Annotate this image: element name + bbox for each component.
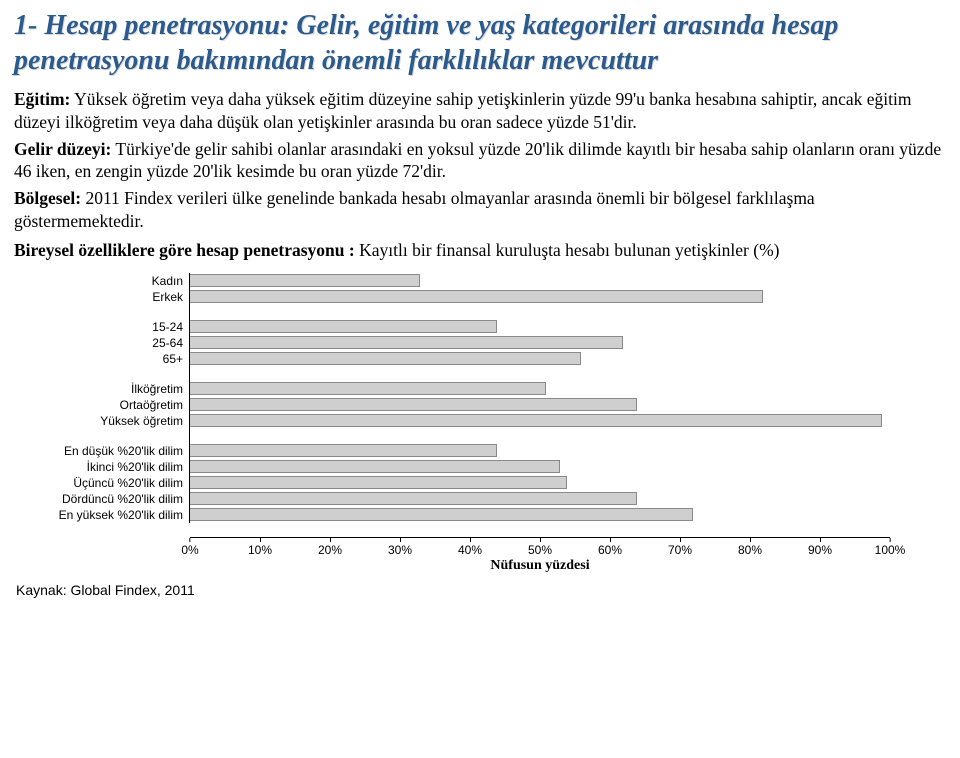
chart-row-label: Kadın [29,274,189,288]
chart-row: Dördüncü %20'lik dilim [29,491,899,507]
chart-bar-track [189,381,889,397]
chart-row-label: 15-24 [29,320,189,334]
chart-bar-track [189,475,889,491]
paragraph-income: Gelir düzeyi: Türkiye'de gelir sahibi ol… [14,138,946,184]
chart-source: Kaynak: Global Findex, 2011 [16,582,946,598]
chart-x-tick: 10% [248,538,272,557]
account-penetration-chart: Kadın Erkek 15-24 25-64 65+ İlköğretim Ortaöğr… [29,273,899,574]
chart-bar [189,290,763,303]
chart-bar [189,382,546,395]
paragraph-regional: Bölgesel: 2011 Findex verileri ülke gene… [14,187,946,233]
chart-row-label: İkinci %20'lik dilim [29,460,189,474]
chart-x-tick-label: 0% [181,543,198,557]
chart-bar [189,274,420,287]
chart-group: İlköğretim Ortaöğretim Yüksek öğretim [29,381,899,429]
chart-bar-track [189,491,889,507]
chart-subtitle-bold: Bireysel özelliklere göre hesap penetras… [14,240,355,260]
chart-x-axis: 0%10%20%30%40%50%60%70%80%90%100%Nüfusun… [190,537,890,574]
chart-x-tick: 80% [738,538,762,557]
chart-x-tick-label: 30% [388,543,412,557]
chart-row: 25-64 [29,335,899,351]
chart-container: Kadın Erkek 15-24 25-64 65+ İlköğretim Ortaöğr… [29,273,946,574]
chart-x-tick-label: 40% [458,543,482,557]
chart-row: 15-24 [29,319,899,335]
chart-x-tick-label: 20% [318,543,342,557]
chart-bar-track [189,335,889,351]
chart-row-label: Üçüncü %20'lik dilim [29,476,189,490]
chart-x-tick: 100% [875,538,906,557]
chart-bar [189,460,560,473]
chart-x-tick-label: 10% [248,543,272,557]
paragraph-education: Eğitim: Yüksek öğretim veya daha yüksek … [14,88,946,134]
text-regional: 2011 Findex verileri ülke genelinde bank… [14,188,815,231]
label-education: Eğitim: [14,89,70,109]
chart-x-tick-label: 90% [808,543,832,557]
chart-bar-track [189,443,889,459]
chart-bar-track [189,397,889,413]
chart-row: Ortaöğretim [29,397,899,413]
chart-x-tick: 70% [668,538,692,557]
chart-group: Kadın Erkek [29,273,899,305]
chart-row: Yüksek öğretim [29,413,899,429]
chart-bar [189,444,497,457]
chart-x-tick: 20% [318,538,342,557]
chart-row-label: En düşük %20'lik dilim [29,444,189,458]
text-education: Yüksek öğretim veya daha yüksek eğitim d… [14,89,911,132]
chart-row: 65+ [29,351,899,367]
chart-x-tick: 40% [458,538,482,557]
chart-subtitle-rest: Kayıtlı bir finansal kuruluşta hesabı bu… [355,240,780,260]
chart-bar-track [189,289,889,305]
chart-x-tick: 30% [388,538,412,557]
chart-bar-track [189,459,889,475]
chart-row-label: Yüksek öğretim [29,414,189,428]
chart-x-ticks: 0%10%20%30%40%50%60%70%80%90%100% [190,538,890,556]
chart-x-tick-label: 80% [738,543,762,557]
chart-x-tick-label: 100% [875,543,906,557]
chart-subtitle: Bireysel özelliklere göre hesap penetras… [14,239,946,262]
chart-x-tick-label: 60% [598,543,622,557]
chart-row-label: Ortaöğretim [29,398,189,412]
chart-bar-track [189,351,889,367]
chart-bar [189,508,693,521]
chart-bar [189,398,637,411]
chart-bar-track [189,413,889,429]
chart-x-tick: 50% [528,538,552,557]
chart-bar-track [189,319,889,335]
label-regional: Bölgesel: [14,188,81,208]
chart-group: En düşük %20'lik dilim İkinci %20'lik dil… [29,443,899,523]
chart-x-tick: 90% [808,538,832,557]
text-income: Türkiye'de gelir sahibi olanlar arasında… [14,139,941,182]
chart-x-tick-label: 70% [668,543,692,557]
chart-bar [189,352,581,365]
chart-bar [189,320,497,333]
chart-bar [189,476,567,489]
chart-row: En yüksek %20'lik dilim [29,507,899,523]
chart-y-axis [189,273,190,523]
chart-row: Üçüncü %20'lik dilim [29,475,899,491]
label-income: Gelir düzeyi: [14,139,111,159]
chart-row: İlköğretim [29,381,899,397]
chart-row-label: İlköğretim [29,382,189,396]
chart-x-tick: 60% [598,538,622,557]
chart-bar [189,414,882,427]
chart-row-label: 25-64 [29,336,189,350]
chart-bar-track [189,273,889,289]
chart-x-tick: 0% [181,538,198,557]
chart-row-label: Erkek [29,290,189,304]
chart-row: İkinci %20'lik dilim [29,459,899,475]
chart-bar-track [189,507,889,523]
chart-x-tick-label: 50% [528,543,552,557]
chart-group: 15-24 25-64 65+ [29,319,899,367]
chart-bar [189,336,623,349]
chart-row-label: 65+ [29,352,189,366]
chart-row: Erkek [29,289,899,305]
chart-row-label: En yüksek %20'lik dilim [29,508,189,522]
page-title: 1- Hesap penetrasyonu: Gelir, eğitim ve … [14,8,946,78]
chart-x-title: Nüfusun yüzdesi [190,558,890,574]
chart-row: En düşük %20'lik dilim [29,443,899,459]
chart-row: Kadın [29,273,899,289]
chart-row-label: Dördüncü %20'lik dilim [29,492,189,506]
chart-bar [189,492,637,505]
